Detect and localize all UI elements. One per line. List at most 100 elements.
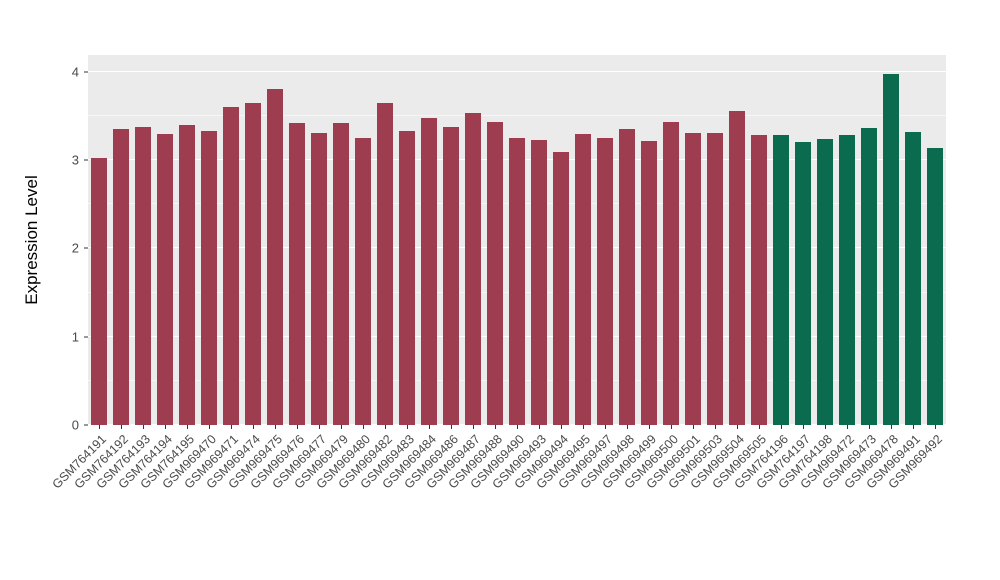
bar-GSM969477 [311,132,327,425]
x-tick-mark [473,425,474,429]
bar-slot [440,55,462,425]
bar-slot [682,55,704,425]
bar-GSM969482 [377,102,393,425]
x-tick-mark [847,425,848,429]
bar-slot [660,55,682,425]
bar-slot [132,55,154,425]
bar-slot [858,55,880,425]
x-tick-mark [781,425,782,429]
bar-GSM969492 [927,147,943,425]
bar-GSM764191 [91,158,107,425]
bar-GSM969499 [641,140,657,425]
bar-GSM969480 [355,138,371,425]
plot-area: 0 1 2 3 4 [72,55,946,432]
bar-slot [814,55,836,425]
bar-GSM969483 [399,130,415,425]
bar-slot [902,55,924,425]
x-tick-mark [187,425,188,429]
bar-GSM969501 [685,132,701,425]
bar-slot [880,55,902,425]
x-tick-mark [825,425,826,429]
bar-slot [330,55,352,425]
bar-GSM969497 [597,138,613,425]
x-tick-mark [363,425,364,429]
x-tick-mark [451,425,452,429]
x-tick-mark [605,425,606,429]
bar-GSM969498 [619,129,635,425]
x-tick-mark [164,425,166,429]
x-tick-mark [121,425,122,429]
x-tick-mark [670,425,672,429]
x-tick-mark [759,425,760,429]
x-tick-mark [275,425,276,429]
bar-GSM969504 [729,110,745,425]
bar-slot [418,55,440,425]
x-tick-mark [319,425,320,429]
bar-GSM969472 [839,135,855,425]
x-tick-mark [495,425,496,429]
bar-GSM969490 [509,138,525,425]
bar-GSM764193 [135,126,151,425]
bar-GSM969484 [421,117,437,425]
bar-slot [616,55,638,425]
bar-slot [110,55,132,425]
x-tick-mark [406,425,408,429]
bar-slot [506,55,528,425]
x-tick-mark [627,425,628,429]
bar-slot [220,55,242,425]
bar-GSM969503 [707,132,723,425]
x-tick-mark [648,425,650,429]
bar-GSM969479 [333,123,349,425]
bar-slot [154,55,176,425]
bar-GSM969478 [883,73,899,425]
bar-slot [726,55,748,425]
bar-slot [594,55,616,425]
x-tick-mark [891,425,892,429]
bar-GSM969495 [575,133,591,425]
x-tick-mark [230,425,232,429]
bar-slot [198,55,220,425]
bar-slot [374,55,396,425]
x-tick-mark [692,425,694,429]
bar-slot [242,55,264,425]
bar-slot [462,55,484,425]
x-tick-mark [539,425,540,429]
bar-GSM969493 [531,139,547,425]
bar-slot [484,55,506,425]
bar-GSM969486 [443,127,459,425]
bar-slot [704,55,726,425]
bar-slot [352,55,374,425]
x-tick-mark [341,425,342,429]
x-tick-mark [935,425,936,429]
bar-slot [286,55,308,425]
x-tick-mark [583,425,584,429]
bar-GSM969476 [289,123,305,425]
y-tick-label: 2 [71,240,79,256]
bar-slot [638,55,660,425]
bar-slot [264,55,286,425]
bar-GSM969473 [861,128,877,425]
bar-GSM969474 [245,102,261,425]
y-tick-label: 0 [71,417,79,433]
x-tick-mark [517,425,518,429]
bar-slot [88,55,110,425]
bar-GSM969475 [267,89,283,425]
x-tick-mark [913,425,914,429]
bar-slot [176,55,198,425]
bar-GSM764192 [113,129,129,425]
bar-GSM764197 [795,142,811,425]
y-tick-mark [84,424,88,426]
x-tick-mark [98,425,100,429]
x-tick-mark [714,425,716,429]
bar-slot [396,55,418,425]
gridline-minor [88,114,946,116]
x-tick-mark [561,425,562,429]
bar-GSM764196 [773,135,789,425]
bar-slot [836,55,858,425]
bar-GSM969487 [465,113,481,425]
x-tick-mark [253,425,254,429]
y-tick-mark [84,336,88,338]
bar-slot [792,55,814,425]
bar-GSM969471 [223,107,239,425]
